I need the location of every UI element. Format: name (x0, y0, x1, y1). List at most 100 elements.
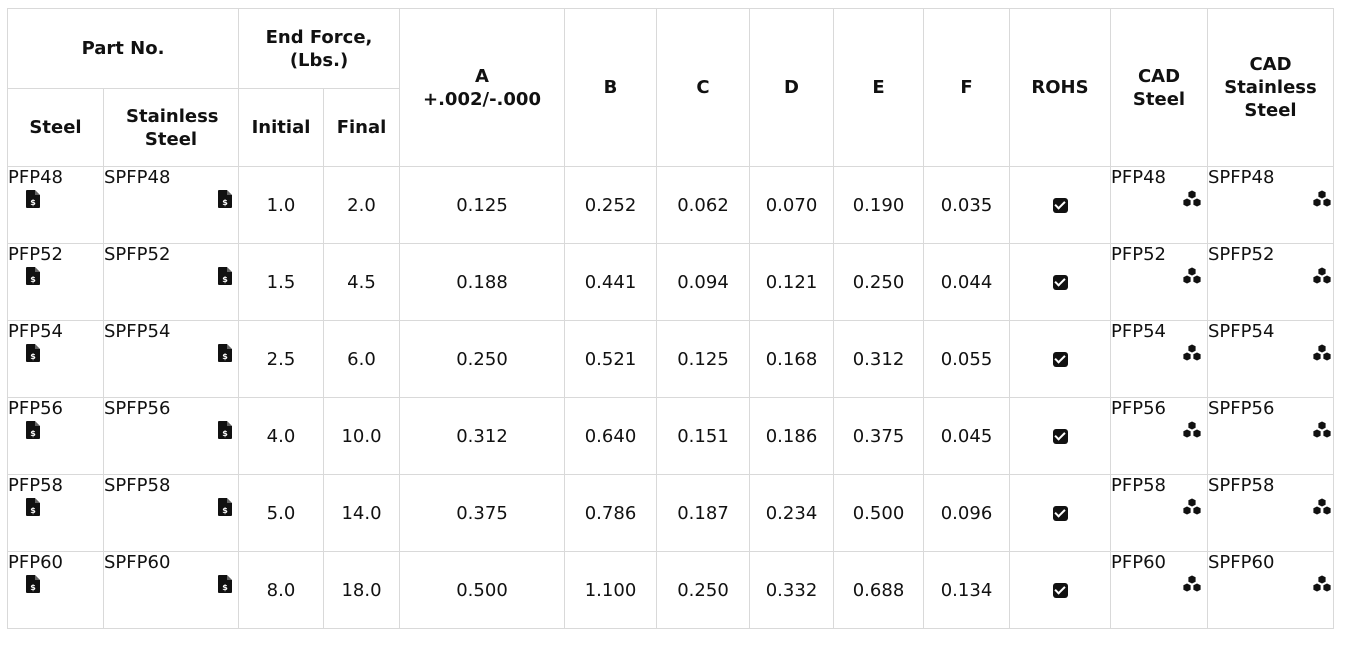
cad-stainless-link[interactable]: SPFP54 (1208, 321, 1275, 342)
cad-model-icon (1313, 498, 1331, 515)
cad-stainless-button[interactable] (1208, 498, 1333, 516)
cad-steel-link[interactable]: PFP52 (1111, 244, 1166, 265)
cad-steel-button[interactable] (1111, 267, 1207, 285)
b-cell: 0.521 (564, 320, 657, 398)
steel-part-cell: PFP54 $ (7, 320, 104, 398)
cad-model-icon (1313, 575, 1331, 592)
steel-part-link[interactable]: PFP52 (8, 244, 63, 265)
steel-part-link[interactable]: PFP60 (8, 552, 63, 573)
e-cell: 0.500 (833, 474, 924, 552)
cad-model-icon (1183, 421, 1201, 438)
cad-steel-cell: PFP58 (1110, 474, 1208, 552)
header-part-no: Part No. (7, 8, 239, 89)
cad-stainless-button[interactable] (1208, 267, 1333, 285)
steel-price-button[interactable]: $ (8, 575, 103, 593)
cad-steel-link[interactable]: PFP60 (1111, 552, 1166, 573)
a-cell: 0.500 (399, 551, 565, 629)
steel-part-cell: PFP58 $ (7, 474, 104, 552)
cad-steel-link[interactable]: PFP58 (1111, 475, 1166, 496)
cad-steel-button[interactable] (1111, 190, 1207, 208)
cad-steel-link[interactable]: PFP48 (1111, 167, 1166, 188)
cad-stainless-link[interactable]: SPFP52 (1208, 244, 1275, 265)
cad-model-icon (1183, 344, 1201, 361)
cad-model-icon (1313, 421, 1331, 438)
b-cell: 1.100 (564, 551, 657, 629)
price-document-icon: $ (218, 498, 232, 516)
header-end-force-label: End Force, (Lbs.) (265, 26, 373, 71)
stainless-price-button[interactable]: $ (104, 267, 238, 285)
initial-force-cell: 8.0 (238, 551, 324, 629)
stainless-part-link[interactable]: SPFP54 (104, 321, 171, 342)
table-body: PFP48 $ SPFP48 $1.0 2.0 0.125 0.252 0.062 0.070 0… (7, 166, 1334, 629)
cad-steel-link[interactable]: PFP56 (1111, 398, 1166, 419)
c-cell: 0.151 (656, 397, 750, 475)
cad-stainless-link[interactable]: SPFP48 (1208, 167, 1275, 188)
e-cell: 0.312 (833, 320, 924, 398)
steel-price-button[interactable]: $ (8, 344, 103, 362)
stainless-part-link[interactable]: SPFP60 (104, 552, 171, 573)
rohs-cell (1009, 551, 1111, 629)
cad-model-icon (1183, 498, 1201, 515)
steel-part-link[interactable]: PFP48 (8, 167, 63, 188)
stainless-part-link[interactable]: SPFP58 (104, 475, 171, 496)
stainless-price-button[interactable]: $ (104, 575, 238, 593)
cad-model-icon (1183, 190, 1201, 207)
steel-part-cell: PFP56 $ (7, 397, 104, 475)
b-cell: 0.640 (564, 397, 657, 475)
steel-part-link[interactable]: PFP56 (8, 398, 63, 419)
steel-part-link[interactable]: PFP58 (8, 475, 63, 496)
final-force-cell: 6.0 (323, 320, 400, 398)
cad-stainless-button[interactable] (1208, 575, 1333, 593)
f-cell: 0.096 (923, 474, 1010, 552)
cad-stainless-link[interactable]: SPFP56 (1208, 398, 1275, 419)
cad-stainless-button[interactable] (1208, 344, 1333, 362)
price-document-icon: $ (26, 498, 40, 516)
svg-text:$: $ (30, 275, 36, 284)
steel-price-button[interactable]: $ (8, 421, 103, 439)
checkbox-checked-icon (1052, 583, 1068, 598)
svg-text:$: $ (30, 352, 36, 361)
header-a-label: A (475, 65, 489, 87)
a-cell: 0.312 (399, 397, 565, 475)
header-b: B (564, 8, 657, 167)
cad-stainless-link[interactable]: SPFP58 (1208, 475, 1275, 496)
stainless-part-link[interactable]: SPFP52 (104, 244, 171, 265)
checkbox-checked-icon (1052, 506, 1068, 521)
stainless-part-link[interactable]: SPFP56 (104, 398, 171, 419)
steel-part-link[interactable]: PFP54 (8, 321, 63, 342)
stainless-price-button[interactable]: $ (104, 421, 238, 439)
cad-steel-button[interactable] (1111, 498, 1207, 516)
price-document-icon: $ (218, 421, 232, 439)
cad-steel-button[interactable] (1111, 344, 1207, 362)
b-cell: 0.252 (564, 166, 657, 244)
steel-price-button[interactable]: $ (8, 190, 103, 208)
e-cell: 0.375 (833, 397, 924, 475)
cad-stainless-cell: SPFP48 (1207, 166, 1334, 244)
steel-price-button[interactable]: $ (8, 267, 103, 285)
steel-price-button[interactable]: $ (8, 498, 103, 516)
c-cell: 0.187 (656, 474, 750, 552)
header-row-1: Part No. End Force, (Lbs.) A +.002/-.000… (7, 8, 1334, 167)
svg-text:$: $ (30, 583, 36, 592)
stainless-part-cell: SPFP60 $ (103, 551, 239, 629)
stainless-part-link[interactable]: SPFP48 (104, 167, 171, 188)
cad-stainless-link[interactable]: SPFP60 (1208, 552, 1275, 573)
stainless-price-button[interactable]: $ (104, 344, 238, 362)
cad-stainless-button[interactable] (1208, 190, 1333, 208)
price-document-icon: $ (26, 190, 40, 208)
cad-stainless-cell: SPFP56 (1207, 397, 1334, 475)
cad-stainless-button[interactable] (1208, 421, 1333, 439)
header-a-tolerance: +.002/-.000 (423, 88, 541, 110)
a-cell: 0.188 (399, 243, 565, 321)
a-cell: 0.250 (399, 320, 565, 398)
cad-steel-button[interactable] (1111, 421, 1207, 439)
cad-steel-cell: PFP52 (1110, 243, 1208, 321)
stainless-price-button[interactable]: $ (104, 190, 238, 208)
stainless-price-button[interactable]: $ (104, 498, 238, 516)
c-cell: 0.125 (656, 320, 750, 398)
price-document-icon: $ (218, 344, 232, 362)
cad-steel-link[interactable]: PFP54 (1111, 321, 1166, 342)
header-stainless-label: Stainless Steel (126, 105, 219, 150)
cad-steel-button[interactable] (1111, 575, 1207, 593)
